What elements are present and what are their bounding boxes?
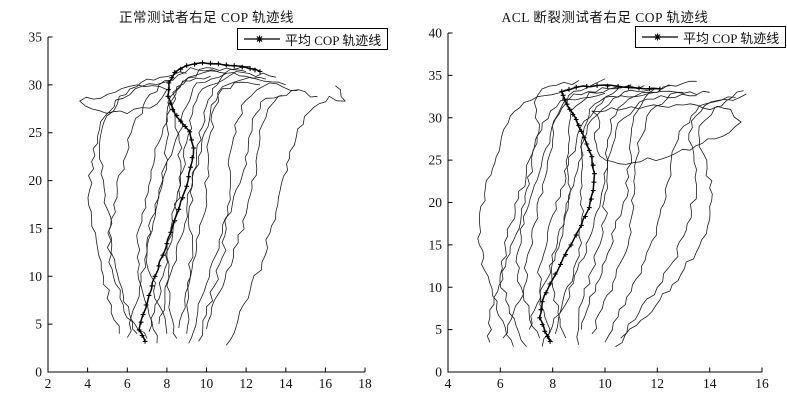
y-tick-label: 35	[429, 68, 443, 83]
axes	[447, 32, 763, 373]
right-plot-title: ACL 断裂测试者右足 COP 轨迹线	[501, 10, 709, 25]
trial-trajectory-line	[126, 75, 211, 338]
x-tick-label: 14	[279, 376, 293, 391]
trial-trajectory-line	[186, 76, 286, 334]
x-tick-label: 10	[598, 376, 612, 391]
y-tick-label: 10	[429, 280, 443, 295]
y-tick-label: 15	[429, 237, 443, 252]
trial-trajectory-line	[198, 82, 298, 342]
y-tick-label: 30	[29, 77, 43, 92]
trial-trajectory-line	[486, 92, 606, 343]
trial-trajectory-line	[99, 71, 187, 339]
trial-trajectory-line	[615, 90, 744, 347]
trial-trajectory-line	[206, 89, 318, 329]
trial-trajectory-line	[554, 85, 671, 335]
y-tick-label: 20	[429, 195, 443, 210]
y-tick-label: 15	[29, 221, 43, 236]
x-tick-label: 6	[497, 376, 504, 391]
average-trajectory-markers	[136, 60, 263, 344]
trial-trajectory-line	[581, 80, 697, 330]
trial-trajectory-line	[87, 80, 171, 334]
axis-ticks	[47, 36, 366, 373]
tick-labels: 4 6 8 10 12 14 16 0 5 10 15 20 25 30 35 40	[429, 26, 770, 392]
tick-labels: 2 4 6 8 10 12 14 16 18 0 5 10 15 20 25 30 35	[29, 30, 373, 392]
trial-trajectory-line	[158, 66, 251, 325]
trial-trajectory-line	[148, 70, 219, 332]
axis-lines	[447, 33, 762, 373]
x-tick-label: 2	[45, 376, 52, 391]
x-tick-label: 18	[358, 376, 372, 391]
right-legend: 平均 COP 轨迹线	[635, 26, 787, 48]
axis-ticks	[447, 32, 763, 373]
trial-trajectory-line	[528, 85, 645, 330]
x-tick-label: 16	[319, 376, 333, 391]
trial-trajectory-line	[551, 90, 684, 339]
x-tick-label: 12	[239, 376, 253, 391]
left-legend: 平均 COP 轨迹线	[237, 28, 389, 50]
y-tick-label: 30	[429, 110, 443, 125]
y-tick-label: 25	[29, 125, 43, 140]
y-tick-label: 0	[35, 365, 42, 380]
trial-trajectory-line	[136, 67, 247, 344]
x-tick-label: 14	[703, 376, 717, 391]
trial-trajectories	[79, 66, 346, 346]
trial-trajectory-line	[188, 95, 282, 344]
y-tick-label: 5	[35, 317, 42, 332]
left-plot-title: 正常测试者右足 COP 轨迹线	[118, 10, 294, 25]
right-legend-label: 平均 COP 轨迹线	[683, 30, 780, 46]
x-tick-label: 4	[84, 376, 91, 391]
trial-trajectory-line	[591, 103, 742, 165]
trial-trajectory-line	[107, 67, 227, 334]
left-legend-label: 平均 COP 轨迹线	[285, 32, 382, 48]
y-tick-label: 20	[29, 173, 43, 188]
y-tick-label: 40	[429, 26, 443, 41]
x-tick-label: 12	[651, 376, 665, 391]
right-plot-canvas: 4 6 8 10 12 14 16 0 5 10 15 20 25 30 35 40	[429, 26, 770, 392]
trial-trajectory-line	[604, 96, 736, 343]
trial-trajectory-line	[515, 84, 632, 339]
trial-trajectory-line	[79, 84, 168, 114]
trial-trajectories	[477, 78, 747, 347]
left-plot-canvas: 2 4 6 8 10 12 14 16 18 0 5 10 15 20 25 30 35	[29, 30, 373, 392]
y-tick-label: 0	[435, 365, 442, 380]
x-tick-label: 8	[164, 376, 171, 391]
trial-trajectory-line	[146, 72, 267, 334]
trial-trajectory-line	[225, 85, 346, 346]
x-tick-label: 6	[124, 376, 131, 391]
trial-trajectory-line	[166, 71, 276, 339]
legend-line-marker-icon	[244, 35, 280, 43]
x-tick-label: 8	[549, 376, 556, 391]
left-plot: 正常测试者右足 COP 轨迹线 2 4 6 8 10 12 14 16 18 0 5 10 15 20 25…	[29, 10, 389, 392]
trial-trajectory-line	[541, 88, 619, 347]
right-plot: ACL 断裂测试者右足 COP 轨迹线 4 6 8 10 12 14 16 0 5 10 15 20 2…	[393, 0, 787, 400]
y-tick-label: 25	[429, 153, 443, 168]
average-trajectory-markers	[537, 83, 663, 344]
trial-trajectory-line	[576, 93, 697, 345]
axes	[47, 36, 366, 373]
trial-trajectory-line	[591, 90, 710, 335]
trial-trajectory-line	[499, 80, 580, 347]
x-tick-label: 10	[200, 376, 214, 391]
average-trajectory	[136, 60, 263, 344]
x-tick-label: 4	[445, 376, 452, 391]
trial-trajectory-line	[620, 93, 747, 339]
x-tick-label: 16	[755, 376, 769, 391]
y-tick-label: 35	[29, 30, 43, 45]
average-trajectory	[537, 83, 663, 344]
trial-trajectory-line	[537, 87, 658, 343]
trial-trajectory-line	[477, 89, 566, 347]
y-tick-label: 10	[29, 269, 43, 284]
legend-line-marker-icon	[642, 33, 678, 41]
y-tick-label: 5	[435, 322, 442, 337]
